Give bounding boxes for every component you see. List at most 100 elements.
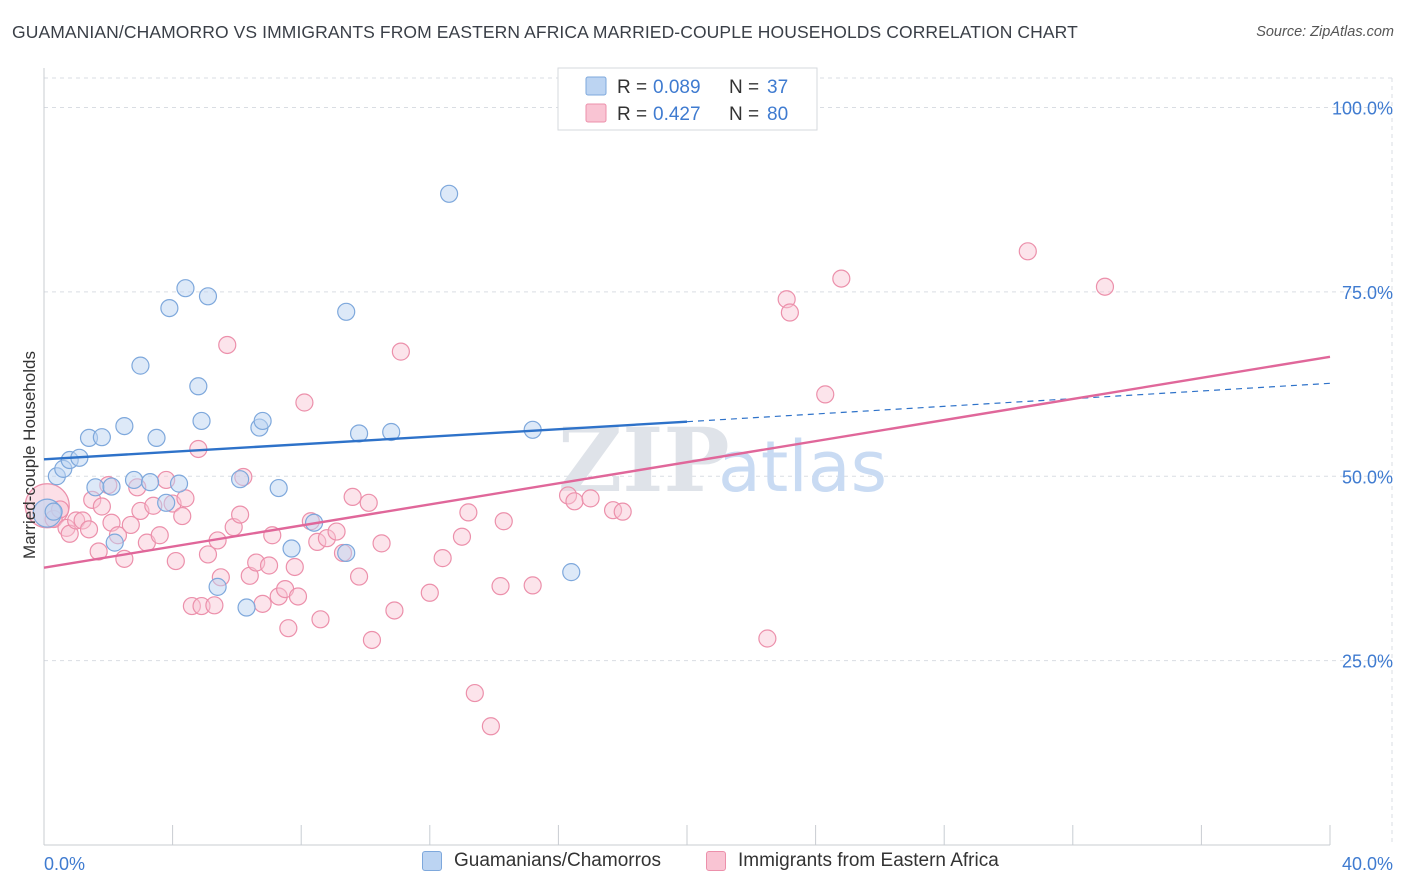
axis-layer: 25.0% 50.0% 75.0% 100.0% 0.0% 40.0% xyxy=(43,68,1393,874)
legend-n-value-pink: 80 xyxy=(767,104,788,125)
point-eastern-africa xyxy=(269,587,288,606)
point-guamanians xyxy=(231,470,250,489)
y-tick-label-25: 25.0% xyxy=(1342,652,1393,672)
point-guamanians xyxy=(124,470,144,490)
trend-line-guamanians xyxy=(43,420,688,461)
point-eastern-africa xyxy=(391,342,410,361)
y-tick-label-100: 100.0% xyxy=(1332,99,1393,119)
point-guamanians xyxy=(337,543,356,563)
point-eastern-africa xyxy=(67,511,86,530)
point-guamanians xyxy=(253,411,272,431)
correlation-legend: R = 0.089 N = 37 R = 0.427 N = 80 xyxy=(557,67,818,131)
trend-line-eastern-africa xyxy=(43,355,1331,569)
legend-swatch-pink xyxy=(585,103,607,123)
point-guamanians xyxy=(140,473,160,492)
point-guamanians xyxy=(157,493,176,512)
point-guamanians xyxy=(269,478,288,498)
legend-item-guamanians: Guamanians/Chamorros xyxy=(422,850,661,872)
point-eastern-africa xyxy=(343,487,362,506)
points-immigrants-eastern-africa xyxy=(24,242,1115,736)
legend-label-eastern-africa: Immigrants from Eastern Africa xyxy=(738,850,999,871)
point-eastern-africa xyxy=(279,619,298,638)
point-eastern-africa xyxy=(327,522,346,541)
legend-r-label-pink: R = xyxy=(617,104,647,125)
point-eastern-africa xyxy=(218,335,237,355)
point-guamanians xyxy=(208,577,227,596)
point-eastern-africa xyxy=(359,493,378,512)
point-guamanians xyxy=(44,502,63,521)
point-guamanians xyxy=(198,287,218,306)
point-eastern-africa xyxy=(1095,277,1115,296)
point-eastern-africa xyxy=(308,532,327,551)
point-eastern-africa xyxy=(832,269,851,288)
point-guamanians xyxy=(92,428,111,447)
point-eastern-africa xyxy=(494,512,513,531)
point-eastern-africa xyxy=(780,303,799,322)
point-eastern-africa xyxy=(253,594,272,613)
y-tick-label-75: 75.0% xyxy=(1342,283,1393,303)
point-eastern-africa xyxy=(285,557,304,577)
point-eastern-africa xyxy=(231,505,250,524)
point-guamanians xyxy=(86,478,105,497)
point-eastern-africa xyxy=(317,529,337,548)
legend-r-value-pink: 0.427 xyxy=(653,104,701,125)
point-eastern-africa xyxy=(465,683,484,703)
point-eastern-africa xyxy=(1018,242,1037,261)
point-guamanians xyxy=(102,477,121,496)
point-eastern-africa xyxy=(205,596,224,615)
point-eastern-africa xyxy=(523,576,542,595)
point-eastern-africa xyxy=(295,393,314,412)
point-eastern-africa xyxy=(481,717,500,736)
point-eastern-africa xyxy=(121,515,140,535)
point-eastern-africa xyxy=(92,497,111,516)
point-guamanians xyxy=(382,422,401,442)
point-guamanians xyxy=(131,356,150,375)
series-legend: Guamanians/Chamorros Immigrants from Eas… xyxy=(0,850,1406,880)
point-eastern-africa xyxy=(182,596,201,616)
point-eastern-africa xyxy=(613,502,632,521)
point-eastern-africa xyxy=(259,556,279,575)
legend-r-label-blue: R = xyxy=(617,77,647,98)
point-eastern-africa xyxy=(581,489,600,508)
point-eastern-africa xyxy=(79,520,99,539)
point-eastern-africa xyxy=(433,549,452,568)
point-guamanians xyxy=(176,279,195,298)
point-guamanians xyxy=(192,411,211,431)
watermark: ZIP atlas xyxy=(558,408,887,512)
point-eastern-africa xyxy=(459,503,478,522)
legend-n-label-pink: N = xyxy=(729,104,759,125)
point-eastern-africa xyxy=(150,526,169,545)
point-eastern-africa xyxy=(758,629,777,648)
point-eastern-africa xyxy=(349,567,369,586)
point-guamanians xyxy=(169,474,189,493)
y-axis-label: Married-couple Households xyxy=(20,351,39,559)
point-eastern-africa xyxy=(452,527,472,546)
point-eastern-africa xyxy=(89,542,108,561)
trend-layer xyxy=(43,355,1331,569)
point-guamanians xyxy=(282,539,301,558)
point-guamanians xyxy=(105,533,124,552)
source-note: Source: ZipAtlas.com xyxy=(1256,24,1394,40)
point-eastern-africa xyxy=(173,506,192,526)
legend-item-eastern-africa: Immigrants from Eastern Africa xyxy=(706,850,999,872)
point-eastern-africa xyxy=(166,551,185,571)
point-eastern-africa xyxy=(603,501,623,520)
point-guamanians xyxy=(115,417,134,436)
y-tick-label-50: 50.0% xyxy=(1342,467,1393,487)
point-eastern-africa xyxy=(565,492,584,511)
x-tick-label-max: 40.0% xyxy=(1342,854,1393,874)
point-eastern-africa xyxy=(311,610,330,629)
legend-label-guamanians: Guamanians/Chamorros xyxy=(454,850,661,871)
x-tick-label-min: 0.0% xyxy=(44,854,85,874)
point-eastern-africa xyxy=(288,587,308,606)
point-guamanians xyxy=(160,299,179,318)
trend-line-guamanians-extension xyxy=(686,382,1331,423)
point-eastern-africa xyxy=(420,583,439,602)
point-guamanians xyxy=(237,598,256,617)
point-guamanians xyxy=(337,302,356,321)
legend-swatch-eastern-africa xyxy=(706,851,726,871)
watermark-atlas: atlas xyxy=(718,426,887,508)
point-eastern-africa xyxy=(198,545,218,564)
point-eastern-africa xyxy=(491,577,510,596)
